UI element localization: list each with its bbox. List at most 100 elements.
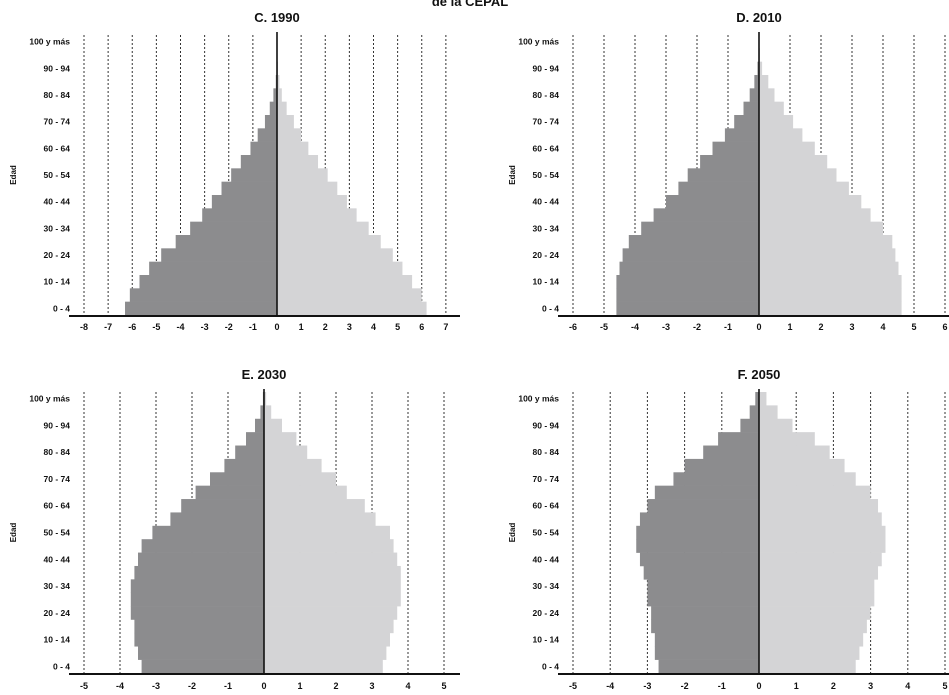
bar-female	[759, 472, 856, 486]
x-tick-label: -5	[569, 681, 577, 691]
age-tick-label: 0 - 4	[53, 661, 70, 671]
bar-male	[749, 405, 759, 420]
bar-female	[759, 221, 883, 236]
x-tick-label: 2	[333, 681, 338, 691]
bar-male	[273, 88, 277, 102]
bar-male	[202, 208, 277, 222]
age-tick-label: 50 - 54	[533, 170, 560, 180]
bar-female	[759, 101, 784, 116]
bar-male	[654, 646, 759, 660]
bar-male	[647, 499, 759, 513]
bar-male	[149, 261, 277, 276]
bar-male	[210, 472, 264, 486]
bar-male	[647, 579, 759, 594]
bar-female	[759, 579, 875, 594]
age-tick-label: 60 - 64	[533, 501, 560, 511]
bar-female	[264, 392, 267, 406]
bar-male	[141, 539, 264, 553]
x-tick-label: -2	[681, 681, 689, 691]
bar-male	[138, 646, 264, 660]
x-tick-label: 0	[756, 322, 761, 332]
bar-female	[759, 261, 899, 276]
age-tick-label: 0 - 4	[542, 661, 559, 671]
age-tick-label: 20 - 24	[533, 250, 560, 260]
age-tick-label: 70 - 74	[44, 117, 71, 127]
bar-female	[759, 168, 837, 182]
bar-female	[759, 512, 882, 527]
bar-female	[277, 248, 393, 262]
x-tick-label: 0	[274, 322, 279, 332]
bar-male	[619, 261, 759, 276]
bar-female	[264, 525, 390, 540]
bar-female	[759, 619, 867, 634]
bar-male	[734, 115, 759, 129]
x-tick-label: 2	[323, 322, 328, 332]
bar-male	[129, 288, 277, 302]
bar-female	[759, 128, 803, 142]
bar-female	[264, 579, 401, 594]
bar-male	[666, 195, 759, 209]
bar-male	[647, 592, 759, 607]
bar-female	[759, 155, 828, 169]
bar-female	[264, 458, 322, 473]
x-tick-label: -4	[631, 322, 639, 332]
bar-female	[759, 418, 793, 433]
x-tick-label: -3	[662, 322, 670, 332]
x-tick-label: -1	[724, 322, 732, 332]
bar-female	[759, 288, 902, 302]
bar-female	[759, 195, 862, 209]
bar-female	[759, 61, 763, 76]
x-tick-label: 4	[880, 322, 885, 332]
bar-female	[277, 141, 309, 156]
bar-female	[759, 606, 871, 620]
bar-male	[639, 552, 759, 567]
bar-female	[277, 301, 427, 316]
bar-male	[235, 445, 264, 460]
bar-male	[718, 432, 759, 446]
bar-female	[759, 646, 860, 660]
age-tick-label: 30 - 34	[44, 581, 71, 591]
x-tick-label: 0	[756, 681, 761, 691]
x-tick-label: -1	[718, 681, 726, 691]
bar-female	[264, 445, 308, 460]
x-tick-label: 3	[849, 322, 854, 332]
bar-female	[759, 301, 902, 316]
bar-female	[277, 235, 381, 249]
bar-female	[277, 288, 422, 302]
chart-title: E. 2030	[242, 367, 287, 382]
bar-female	[759, 75, 769, 89]
x-tick-label: -4	[116, 681, 124, 691]
age-tick-label: 20 - 24	[44, 250, 71, 260]
bar-male	[628, 235, 759, 249]
x-tick-label: -2	[188, 681, 196, 691]
pyramid-panel-2030: E. 2030 -5 -4 -3 -2 -1 0 1 2 3 4 5 0 - 4 10 - 14 20 - …	[9, 367, 460, 691]
bar-male	[139, 275, 277, 289]
x-tick-label: 3	[868, 681, 873, 691]
bar-male	[195, 485, 264, 500]
figure-title: de la CEPAL	[431, 0, 509, 9]
bar-female	[759, 392, 767, 406]
bar-female	[264, 499, 365, 513]
y-axis-label: Edad	[508, 523, 517, 543]
bar-female	[759, 539, 886, 553]
x-tick-label: 1	[787, 322, 792, 332]
age-tick-label: 50 - 54	[533, 528, 560, 538]
bar-male	[755, 392, 759, 406]
age-tick-label: 100 y más	[518, 394, 559, 404]
x-tick-label: 4	[905, 681, 910, 691]
bar-male	[658, 659, 759, 674]
bar-female	[264, 632, 390, 647]
bar-female	[759, 275, 902, 289]
x-tick-label: -2	[225, 322, 233, 332]
age-tick-label: 70 - 74	[533, 117, 560, 127]
bar-male	[641, 221, 759, 236]
bar-female	[759, 208, 871, 222]
bar-female	[277, 115, 294, 129]
bar-female	[277, 181, 338, 196]
bar-male	[703, 445, 759, 460]
age-tick-label: 0 - 4	[542, 303, 559, 313]
bar-female	[264, 472, 336, 486]
bar-female	[759, 552, 882, 567]
bar-female	[264, 646, 387, 660]
bar-female	[759, 432, 815, 446]
